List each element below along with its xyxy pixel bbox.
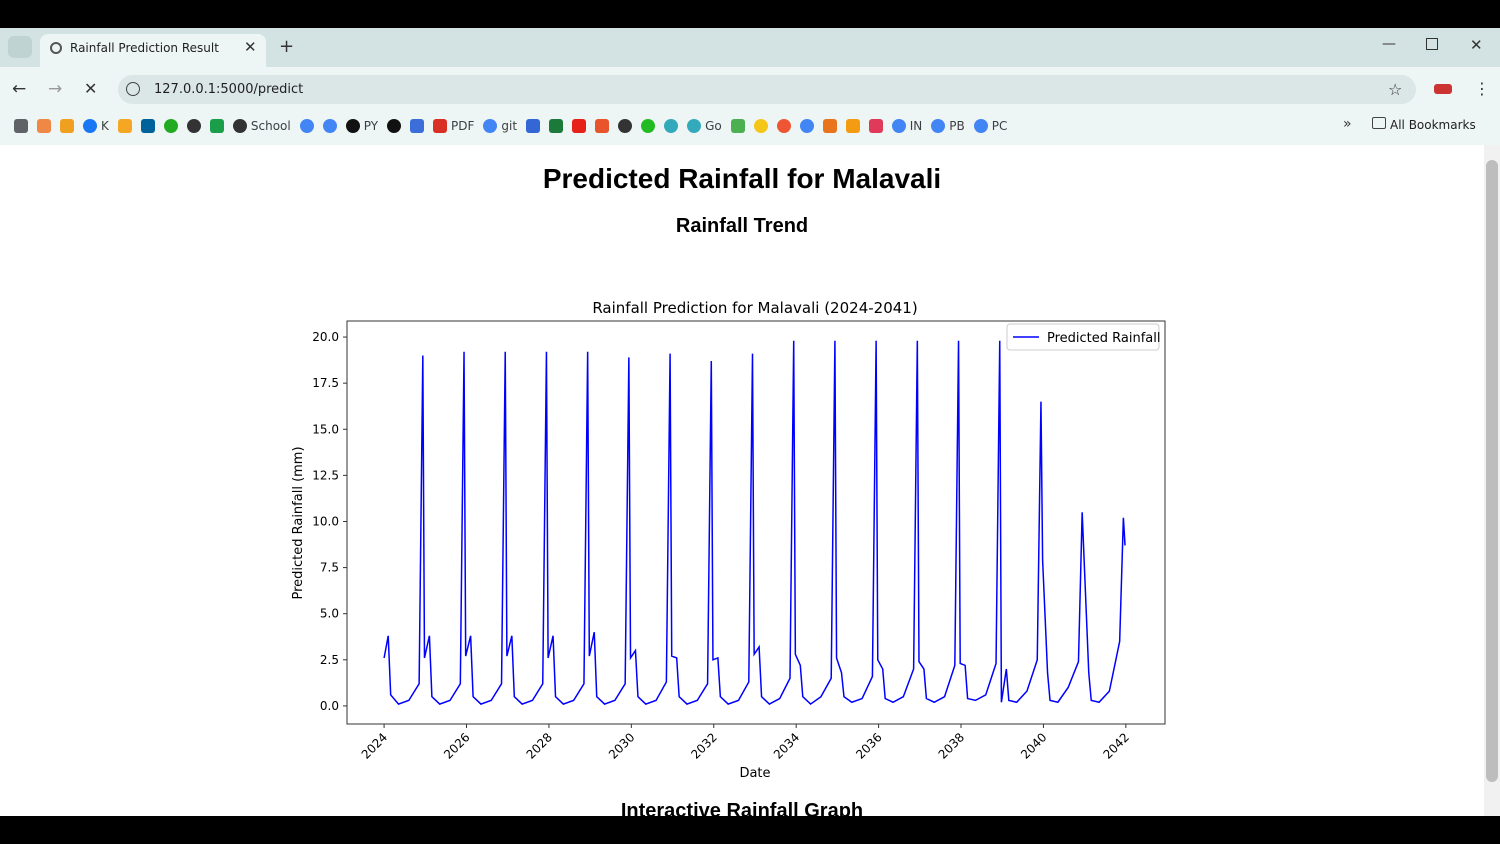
folder-icon (1372, 117, 1386, 129)
x-tick-label: 2032 (688, 730, 719, 761)
x-tick-label: 2040 (1018, 730, 1049, 761)
y-tick-label: 20.0 (312, 330, 339, 344)
page-content: Predicted Rainfall for Malavali Rainfall… (0, 145, 1484, 816)
x-tick-label: 2034 (771, 730, 802, 761)
bookmark-icon[interactable] (845, 119, 860, 133)
legend-box (1006, 323, 1160, 351)
more-bookmarks[interactable]: » (1343, 116, 1352, 132)
y-tick-label: 15.0 (312, 422, 339, 436)
section-heading: Interactive Rainfall Graph (620, 800, 864, 816)
bookmark[interactable]: IN (891, 119, 923, 133)
bookmark-icon[interactable] (140, 119, 155, 133)
bookmark-label: PDF (451, 119, 475, 133)
bookmark[interactable]: PDF (433, 119, 474, 133)
bookmark-icon[interactable] (753, 119, 768, 133)
all-bookmarks[interactable]: All Bookmarks (1390, 118, 1476, 132)
data-line (383, 340, 1126, 706)
x-tick-label: 2026 (441, 730, 472, 761)
y-tick-label: 5.0 (320, 607, 339, 621)
tab-title[interactable]: Rainfall Prediction Result (70, 41, 219, 55)
bookmark-icon[interactable] (410, 119, 425, 133)
bookmark-icon[interactable] (526, 119, 541, 133)
heading: Predicted Rainfall for Malavali (542, 163, 942, 194)
bookmark[interactable]: Go (687, 119, 722, 133)
bookmark-label: K (101, 119, 109, 133)
bookmark-label: git (501, 119, 518, 133)
bookmark-icon[interactable] (549, 119, 564, 133)
close-tab[interactable]: ✕ (244, 38, 257, 56)
extension[interactable] (1434, 84, 1452, 94)
bookmark[interactable]: K (83, 119, 109, 133)
bookmark-icon[interactable] (322, 119, 337, 133)
x-tick-label: 2028 (524, 730, 555, 761)
chart-title: Rainfall Prediction for Malavali (2024-2… (592, 299, 917, 317)
new-tab[interactable]: + (279, 36, 295, 57)
bookmark-label: School (250, 119, 291, 133)
bookmark-icon[interactable] (641, 119, 656, 133)
bookmark-icon[interactable] (37, 119, 51, 133)
bookmark-icon[interactable] (664, 119, 679, 133)
bookmark-icon[interactable] (387, 119, 402, 133)
y-tick-label: 7.5 (320, 561, 339, 575)
x-tick-label: 2030 (606, 730, 637, 761)
x-axis-label: Date (739, 766, 770, 781)
x-tick-label: 2036 (853, 730, 884, 761)
tab-icon (50, 42, 62, 54)
bookmark-icon[interactable] (572, 119, 587, 133)
bookmark-star[interactable]: ☆ (1388, 80, 1403, 99)
bookmark[interactable]: PB (931, 119, 965, 133)
scrollbar-thumb[interactable] (1486, 160, 1498, 782)
bookmark-label: IN (909, 119, 923, 133)
y-tick-label: 0.0 (320, 699, 339, 713)
bookmark-label: Go (705, 119, 722, 133)
bookmarks-bar: K School PY PDF git Go IN PB PC (14, 116, 1007, 136)
y-tick-label: 17.5 (312, 376, 339, 390)
bookmark-icon[interactable] (730, 119, 745, 133)
bookmark[interactable]: git (483, 119, 517, 133)
close-window[interactable]: ✕ (1470, 36, 1483, 54)
bookmark-icon[interactable] (868, 119, 883, 133)
y-axis-label: Predicted Rainfall (mm) (291, 446, 306, 599)
subheading: Rainfall Trend (675, 215, 809, 237)
x-tick-label: 2024 (359, 730, 390, 761)
bookmark-icon[interactable] (776, 119, 791, 133)
bookmark-icon[interactable] (117, 119, 132, 133)
bookmark-label: PC (991, 119, 1008, 133)
bookmark-icon[interactable] (822, 119, 837, 133)
url[interactable]: 127.0.0.1:5000/predict (154, 82, 304, 97)
plot-frame (346, 320, 1166, 725)
legend-label: Predicted Rainfall (1047, 331, 1161, 346)
minimize[interactable]: — (1382, 36, 1396, 52)
bookmark[interactable]: School (232, 119, 291, 133)
stop[interactable]: ✕ (84, 79, 98, 98)
bookmark-icon[interactable] (299, 119, 314, 133)
bookmark-icon[interactable] (618, 119, 633, 133)
bookmark[interactable]: PC (973, 119, 1008, 133)
address-bar[interactable] (118, 75, 1416, 104)
apps[interactable] (14, 119, 28, 133)
menu[interactable]: ⋮ (1474, 79, 1490, 98)
y-tick-label: 12.5 (312, 468, 339, 482)
forward[interactable]: → (48, 79, 63, 99)
bookmark-label: PB (949, 119, 965, 133)
chart: Rainfall Prediction for Malavali (2024-2… (291, 299, 1166, 781)
bookmark-icon[interactable] (60, 119, 74, 133)
tab[interactable] (40, 34, 266, 67)
x-tick-label: 2042 (1100, 730, 1131, 761)
bookmark-icon[interactable] (595, 119, 610, 133)
bookmark-icon[interactable] (186, 119, 201, 133)
bookmark-icon[interactable] (209, 119, 224, 133)
bookmark-icon[interactable] (163, 119, 178, 133)
y-tick-label: 2.5 (320, 653, 339, 667)
bookmark-label: PY (363, 119, 379, 133)
y-tick-label: 10.0 (312, 514, 339, 528)
bookmark[interactable]: PY (345, 119, 379, 133)
site-info[interactable] (126, 82, 140, 96)
tab-search[interactable] (8, 36, 32, 58)
restore[interactable] (1426, 38, 1438, 50)
bookmark-icon[interactable] (799, 119, 814, 133)
x-tick-label: 2038 (936, 730, 967, 761)
back[interactable]: ← (12, 79, 27, 99)
